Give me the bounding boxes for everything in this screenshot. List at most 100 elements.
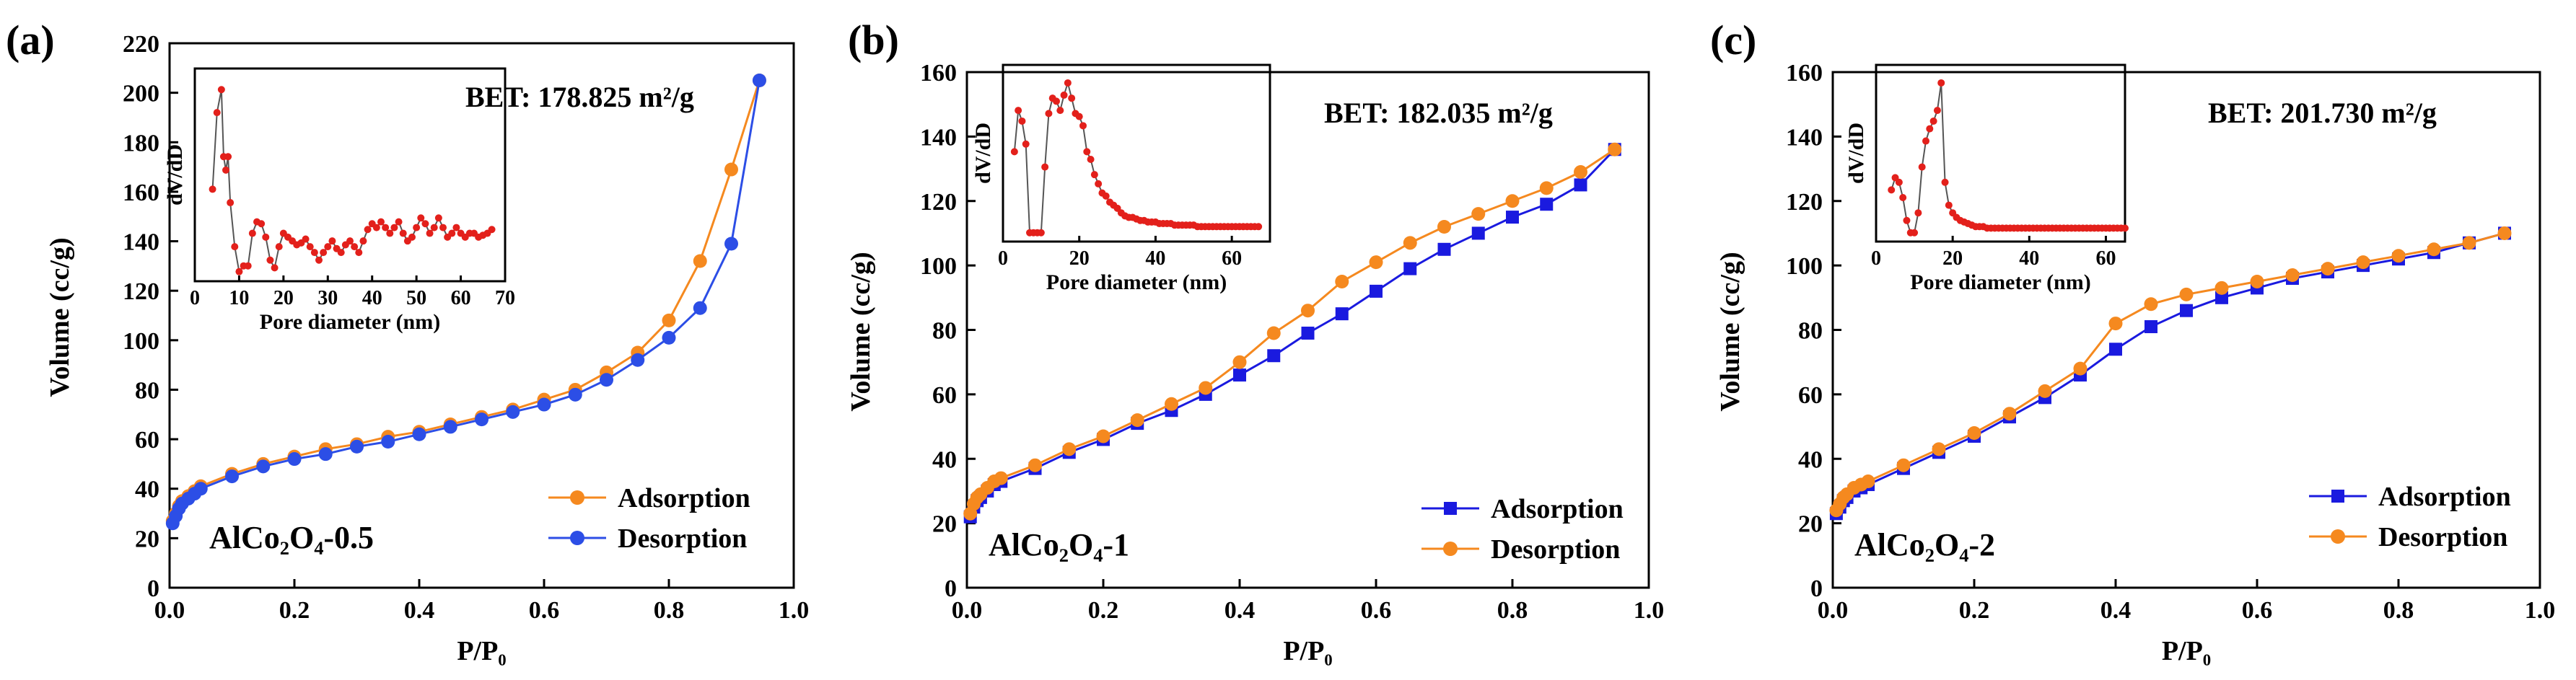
data-point-desorption — [2427, 242, 2441, 257]
data-point-desorption — [2391, 249, 2406, 263]
sample-name: AlCo₂O₄-0.5 — [209, 520, 374, 555]
inset-frame — [1875, 63, 2126, 243]
inset-data-point — [1037, 229, 1045, 237]
inset-data-point — [275, 243, 283, 251]
x-tick-label: 1.0 — [2525, 597, 2556, 624]
inset-x-tick-label: 70 — [495, 287, 515, 309]
plot-frame — [168, 42, 795, 589]
y-tick-label: 0 — [945, 575, 957, 602]
sample-name: AlCo₂O₄-2 — [1854, 527, 1995, 562]
inset-data-point — [222, 166, 229, 174]
inset-data-point — [324, 243, 332, 251]
inset-x-tick-label: 20 — [1942, 247, 1963, 270]
inset-data-point — [1945, 201, 1953, 209]
data-point-adsorption — [1233, 368, 1246, 382]
data-point-desorption — [2108, 317, 2123, 331]
bet-surface-area: BET: 201.730 m²/g — [2208, 97, 2437, 129]
y-tick-label: 80 — [1798, 318, 1823, 345]
panel-label: (c) — [1710, 17, 1756, 63]
inset-data-point — [224, 153, 232, 161]
x-tick-label: 0.8 — [654, 597, 685, 624]
data-point-desorption — [1403, 236, 1417, 250]
inset-data-point — [248, 229, 256, 237]
data-point-desorption — [1096, 429, 1110, 443]
inset-series-line — [1013, 80, 1259, 234]
inset-data-point — [1899, 193, 1907, 201]
data-point-desorption — [475, 412, 489, 427]
data-point-desorption — [1028, 458, 1042, 472]
inset-frame — [193, 67, 507, 283]
data-point-desorption — [1301, 304, 1315, 318]
inset-data-point — [364, 226, 372, 234]
inset-data-point — [390, 224, 398, 231]
x-tick-label: 0.0 — [1818, 597, 1849, 624]
y-tick-label: 60 — [932, 382, 957, 409]
sample-name: AlCo₂O₄-1 — [989, 527, 1129, 562]
inset-x-axis-label: Pore diameter (nm) — [260, 310, 440, 334]
bet-surface-area: BET: 178.825 m²/g — [465, 81, 694, 113]
inset-data-point — [399, 229, 407, 237]
panel-1: (b) 0.0 0.2 0.4 0.6 0.8 1.0 0 20 40 60 80 100 120 140 1… — [846, 17, 1664, 666]
data-point-desorption — [1165, 397, 1178, 411]
inset-data-point — [377, 218, 385, 226]
data-point-desorption — [1861, 474, 1875, 489]
data-point-adsorption — [1506, 211, 1519, 224]
x-tick-label: 0.8 — [1497, 597, 1528, 624]
inset-data-point — [1922, 137, 1929, 145]
inset-x-tick-label: 40 — [2019, 247, 2039, 270]
inset-data-point — [351, 243, 359, 251]
inset-data-point — [1053, 97, 1060, 105]
inset-data-point — [1895, 178, 1903, 186]
x-tick-label: 0.2 — [1088, 597, 1119, 624]
inset-data-point — [1255, 223, 1263, 231]
legend-label: Adsorption — [2378, 482, 2511, 512]
data-point-desorption — [1608, 142, 1622, 156]
data-point-adsorption — [2109, 343, 2122, 356]
inset-data-point — [266, 256, 274, 264]
data-point-desorption — [600, 373, 613, 387]
data-point-desorption — [752, 73, 766, 87]
inset-x-tick-label: 40 — [362, 287, 382, 309]
x-tick-label: 0.6 — [1361, 597, 1392, 624]
data-point-desorption — [225, 469, 239, 484]
data-point-desorption — [568, 387, 582, 402]
inset-data-point — [1022, 140, 1030, 148]
inset-data-point — [328, 237, 336, 245]
inset-data-point — [395, 218, 403, 226]
y-axis-label: Volume (cc/g) — [1715, 252, 1745, 411]
panel-2: (c) 0.0 0.2 0.4 0.6 0.8 1.0 0 20 40 60 80 100 120 140 1… — [1710, 17, 2555, 666]
data-point-adsorption — [1437, 242, 1451, 256]
data-point-desorption — [1505, 194, 1520, 208]
legend-label: Adsorption — [618, 483, 750, 513]
data-point-desorption — [724, 237, 738, 251]
panel-label: (a) — [6, 17, 55, 63]
inset-data-point — [209, 185, 216, 193]
inset-data-point — [1079, 122, 1087, 130]
inset-data-point — [421, 220, 429, 228]
inset-data-point — [1087, 155, 1095, 163]
y-tick-label: 100 — [123, 328, 159, 355]
inset-data-point — [1095, 180, 1103, 187]
data-point-desorption — [2002, 407, 2017, 421]
data-point-desorption — [693, 301, 707, 315]
inset-data-point — [448, 229, 456, 237]
inset-data-point — [417, 214, 425, 222]
inset-data-point — [346, 237, 354, 245]
x-tick-label: 0.4 — [2100, 597, 2132, 624]
data-point-desorption — [2321, 262, 2335, 276]
inset-data-point — [315, 256, 323, 264]
data-point-adsorption — [1370, 284, 1383, 298]
inset-data-point — [430, 224, 438, 231]
inset-data-point — [1056, 107, 1064, 115]
inset-data-point — [235, 268, 243, 275]
inset-chart: 0 10 20 30 40 50 60 70 Pore diameter (nm) dV/dD — [163, 67, 515, 334]
y-tick-label: 220 — [123, 31, 159, 58]
y-tick-label: 120 — [123, 278, 159, 305]
y-tick-label: 160 — [1786, 60, 1823, 87]
y-axis-label: Volume (cc/g) — [45, 237, 75, 397]
data-point-desorption — [1199, 381, 1213, 395]
inset-data-point — [426, 229, 434, 237]
